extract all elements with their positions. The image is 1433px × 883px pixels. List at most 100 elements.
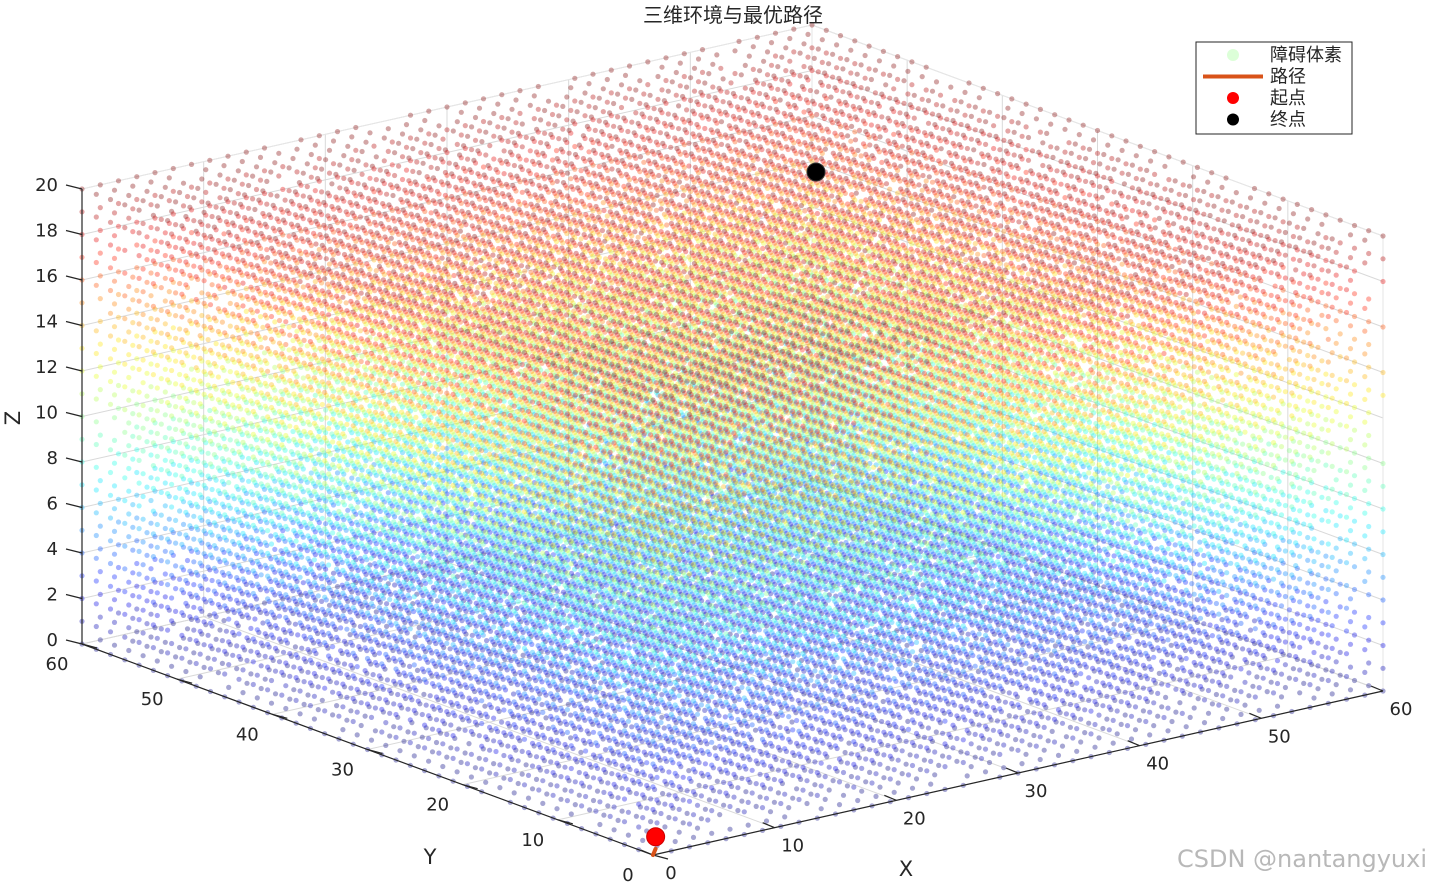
voxel-point — [1264, 666, 1270, 672]
voxel-point — [1325, 677, 1331, 684]
voxel-point — [519, 726, 525, 732]
voxel-point — [558, 751, 564, 757]
voxel-point — [372, 705, 378, 711]
voxel-point — [217, 627, 223, 633]
voxel-point — [869, 757, 875, 763]
voxel-point — [1240, 646, 1246, 652]
voxel-point — [148, 611, 154, 617]
voxel-point — [741, 809, 747, 815]
voxel-point — [919, 529, 925, 535]
voxel-point — [319, 697, 325, 703]
voxel-point — [1009, 700, 1015, 707]
voxel-point — [615, 795, 621, 801]
voxel-point — [1140, 586, 1146, 592]
voxel-point — [244, 635, 250, 641]
voxel-point — [749, 790, 755, 796]
voxel-point — [234, 620, 240, 626]
voxel-point — [637, 533, 643, 539]
voxel-point — [822, 774, 828, 780]
voxel-point — [640, 815, 646, 821]
voxel-point — [666, 792, 672, 798]
voxel-point — [535, 538, 541, 545]
voxel-point — [219, 660, 225, 667]
voxel-point — [905, 523, 911, 529]
voxel-point — [1333, 682, 1339, 688]
voxel-point — [1195, 696, 1201, 702]
voxel-point — [395, 691, 401, 698]
voxel-point — [804, 755, 810, 761]
voxel-point — [662, 778, 668, 785]
voxel-point — [899, 725, 905, 731]
voxel-point — [763, 547, 769, 553]
voxel-point — [929, 543, 936, 549]
voxel-point — [134, 629, 140, 635]
voxel-point — [334, 657, 340, 663]
voxel-point — [183, 646, 189, 652]
voxel-point — [148, 588, 154, 595]
voxel-point — [1268, 634, 1274, 640]
voxel-point — [462, 727, 468, 733]
voxel-point — [1246, 693, 1252, 699]
voxel-point — [140, 653, 146, 659]
voxel-point — [828, 549, 834, 555]
voxel-point — [754, 489, 760, 495]
voxel-point — [1033, 720, 1039, 727]
voxel-point — [411, 730, 417, 736]
voxel-point — [680, 774, 686, 780]
voxel-point — [913, 776, 920, 782]
voxel-point — [536, 787, 542, 793]
voxel-point — [716, 540, 722, 546]
voxel-point — [1106, 727, 1112, 733]
voxel-point — [387, 733, 393, 739]
voxel-point — [611, 804, 617, 810]
voxel-point — [187, 659, 193, 665]
voxel-point — [976, 550, 982, 556]
voxel-point — [529, 763, 536, 769]
voxel-point — [601, 767, 607, 773]
voxel-point — [272, 645, 279, 651]
voxel-point — [1362, 669, 1368, 676]
voxel-point — [837, 488, 844, 494]
voxel-point — [376, 696, 382, 702]
voxel-point — [326, 676, 332, 682]
voxel-point — [416, 625, 422, 631]
voxel-point — [1347, 641, 1354, 647]
voxel-point — [923, 519, 929, 525]
voxel-point — [140, 607, 146, 613]
voxel-point — [362, 713, 368, 719]
voxel-point — [548, 759, 554, 765]
voxel-point — [358, 677, 364, 683]
voxel-point — [1092, 744, 1098, 750]
voxel-point — [954, 735, 960, 742]
voxel-point — [1209, 655, 1215, 662]
voxel-point — [816, 727, 822, 733]
voxel-point — [111, 619, 118, 626]
voxel-point — [830, 778, 836, 784]
voxel-point — [779, 509, 785, 515]
voxel-point — [869, 780, 875, 786]
voxel-point — [727, 826, 733, 832]
voxel-point — [994, 695, 1001, 701]
voxel-point — [663, 510, 669, 516]
voxel-point — [1105, 529, 1111, 535]
voxel-point — [615, 772, 621, 778]
voxel-point — [383, 742, 389, 749]
voxel-point — [680, 820, 686, 826]
voxel-point — [811, 683, 817, 689]
voxel-point — [1055, 707, 1062, 713]
voxel-point — [1001, 765, 1007, 771]
voxel-point — [1307, 682, 1313, 688]
voxel-point — [1037, 756, 1043, 763]
voxel-point — [694, 825, 701, 831]
voxel-point — [234, 666, 240, 672]
voxel-point — [698, 770, 705, 776]
voxel-point — [319, 674, 325, 681]
voxel-point — [315, 684, 321, 690]
voxel-point — [301, 701, 307, 708]
voxel-point — [932, 772, 938, 778]
voxel-point — [1165, 705, 1171, 711]
voxel-point — [619, 763, 625, 769]
voxel-point — [1147, 686, 1153, 693]
voxel-point — [1090, 665, 1096, 671]
voxel-point — [842, 554, 848, 561]
